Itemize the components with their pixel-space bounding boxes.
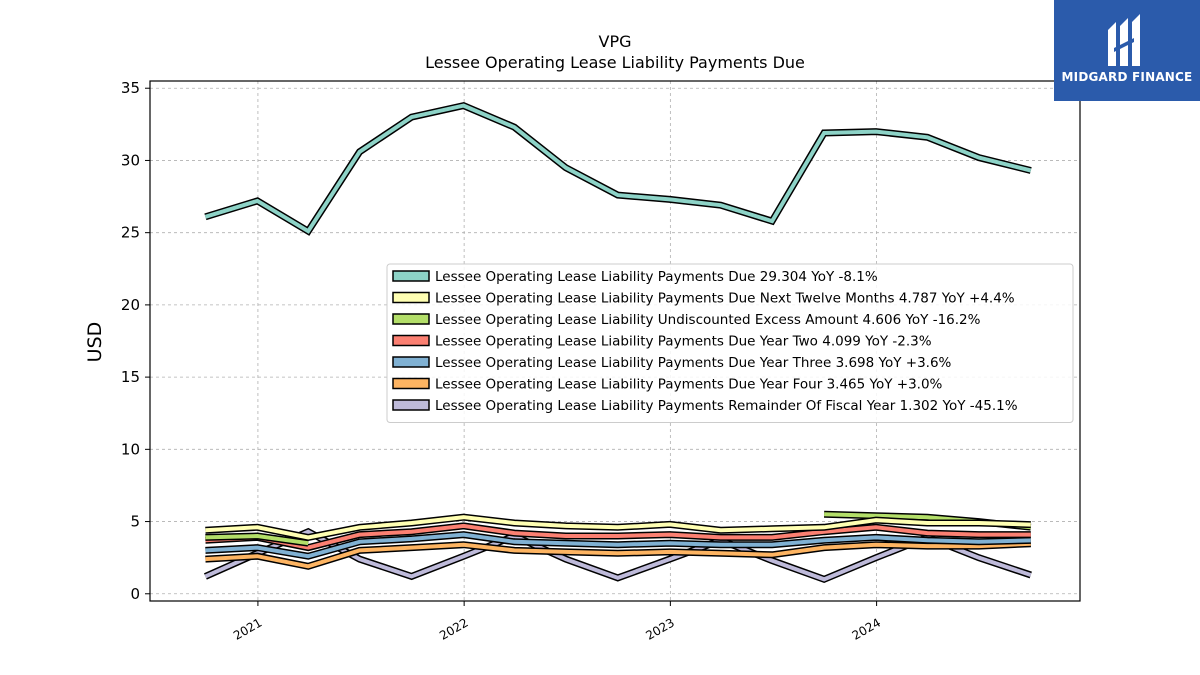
- y-tick-label: 0: [130, 585, 140, 603]
- legend-label: Lessee Operating Lease Liability Payment…: [435, 269, 878, 285]
- y-tick-label: 10: [121, 440, 140, 458]
- legend-box: [386, 263, 1074, 423]
- legend-swatch: [392, 399, 430, 411]
- chart-subtitle: Lessee Operating Lease Liability Payment…: [425, 53, 805, 72]
- legend-label: Lessee Operating Lease Liability Payment…: [435, 377, 943, 393]
- series-line: [205, 532, 1031, 559]
- chart-title: VPG: [599, 32, 632, 51]
- series-line: [204, 103, 1032, 234]
- plot-frame: [149, 80, 1081, 602]
- legend-swatch: [392, 356, 430, 368]
- y-tick-label: 5: [130, 513, 140, 531]
- series-line: [205, 541, 1031, 569]
- y-tick-label: 30: [121, 151, 140, 169]
- y-tick-label: 15: [121, 368, 140, 386]
- legend-label: Lessee Operating Lease Liability Payment…: [435, 291, 1015, 307]
- midgard-logo-icon: [1108, 14, 1140, 66]
- series-line: [205, 523, 1031, 550]
- legend-swatch: [392, 291, 430, 304]
- legend-swatch: [392, 377, 430, 390]
- legend-label: Lessee Operating Lease Liability Payment…: [435, 355, 952, 371]
- y-axis-label: USD: [84, 322, 106, 363]
- legend: Lessee Operating Lease Liability Payment…: [386, 263, 1074, 423]
- series-layer: [203, 101, 1032, 584]
- x-tick-label: 2022: [437, 615, 470, 642]
- legend-label: Lessee Operating Lease Liability Undisco…: [435, 312, 981, 328]
- legend-label: Lessee Operating Lease Liability Payment…: [435, 398, 1018, 414]
- legend-label: Lessee Operating Lease Liability Payment…: [435, 334, 932, 350]
- x-tick-label: 2023: [643, 615, 676, 642]
- x-tick-label: 2021: [231, 615, 264, 642]
- legend-swatch: [392, 334, 430, 347]
- y-tick-label: 25: [121, 224, 140, 242]
- series-line: [205, 533, 309, 546]
- brand-logo: MIDGARD FINANCE: [1054, 0, 1200, 101]
- legend-swatch: [392, 313, 430, 325]
- y-tick-label: 20: [121, 296, 140, 314]
- series-line: [205, 515, 1031, 540]
- x-tick-label: 2024: [850, 615, 883, 642]
- brand-name: MIDGARD FINANCE: [1061, 70, 1193, 84]
- legend-swatch: [392, 270, 430, 282]
- y-tick-label: 35: [121, 79, 140, 97]
- series-line-outline: [204, 101, 1032, 236]
